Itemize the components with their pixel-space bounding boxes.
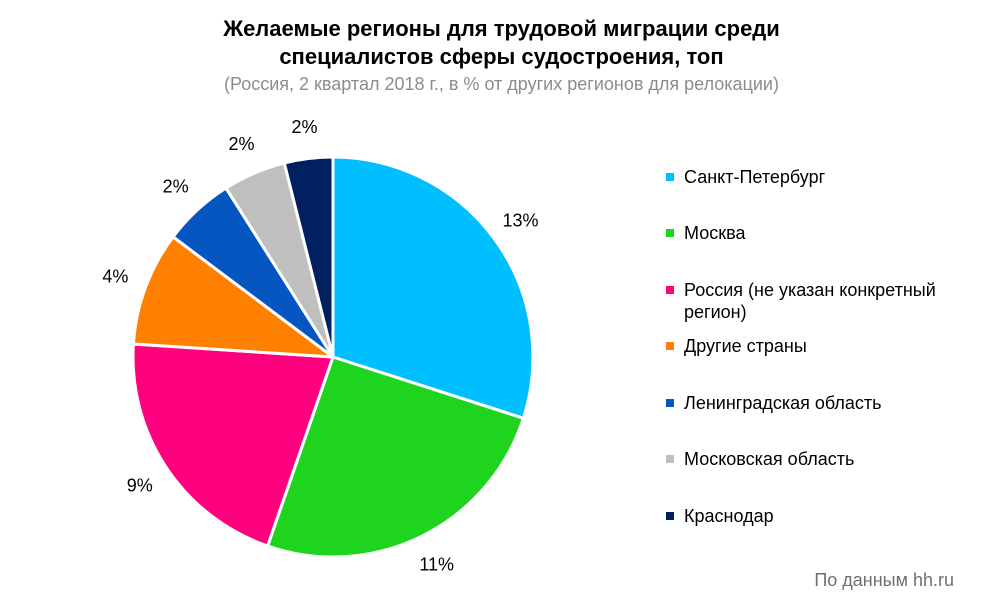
legend-label: Московская область (684, 449, 855, 469)
legend-swatch (666, 399, 674, 407)
chart-title-line-1: Желаемые регионы для трудовой миграции с… (223, 16, 780, 41)
pie-data-label-3: 9% (127, 475, 153, 495)
pie-slice-2 (266, 355, 525, 559)
pie-data-label-6: 2% (229, 134, 255, 154)
pie-slice-4 (131, 235, 335, 359)
source-note: По данным hh.ru (814, 570, 954, 590)
legend-label: Россия (не указан конкретный регион) (684, 280, 936, 322)
legend-label: Краснодар (684, 506, 774, 526)
legend-swatch (666, 342, 674, 350)
legend-swatch (666, 229, 674, 237)
pie-data-label-4: 4% (102, 266, 128, 286)
legend-swatch (666, 173, 674, 181)
chart-title-line-2: специалистов сферы судостроения, топ (279, 44, 724, 69)
pie-slice-7 (282, 155, 335, 359)
legend-label: Ленинградская область (684, 393, 882, 413)
legend-swatch (666, 512, 674, 520)
pie-data-label-1: 13% (502, 210, 538, 230)
legend-swatch (666, 455, 674, 463)
pie-slice-3 (131, 342, 335, 548)
legend-label: Москва (684, 223, 746, 243)
pie-data-label-2: 11% (419, 555, 454, 575)
pie-slice-1 (331, 155, 535, 420)
legend-label: Другие страны (684, 336, 807, 356)
legend-swatch (666, 286, 674, 294)
pie-data-label-5: 2% (163, 177, 189, 197)
chart-subtitle: (Россия, 2 квартал 2018 г., в % от други… (224, 74, 779, 94)
legend-label: Санкт-Петербург (684, 167, 826, 187)
pie-data-label-7: 2% (292, 117, 318, 137)
